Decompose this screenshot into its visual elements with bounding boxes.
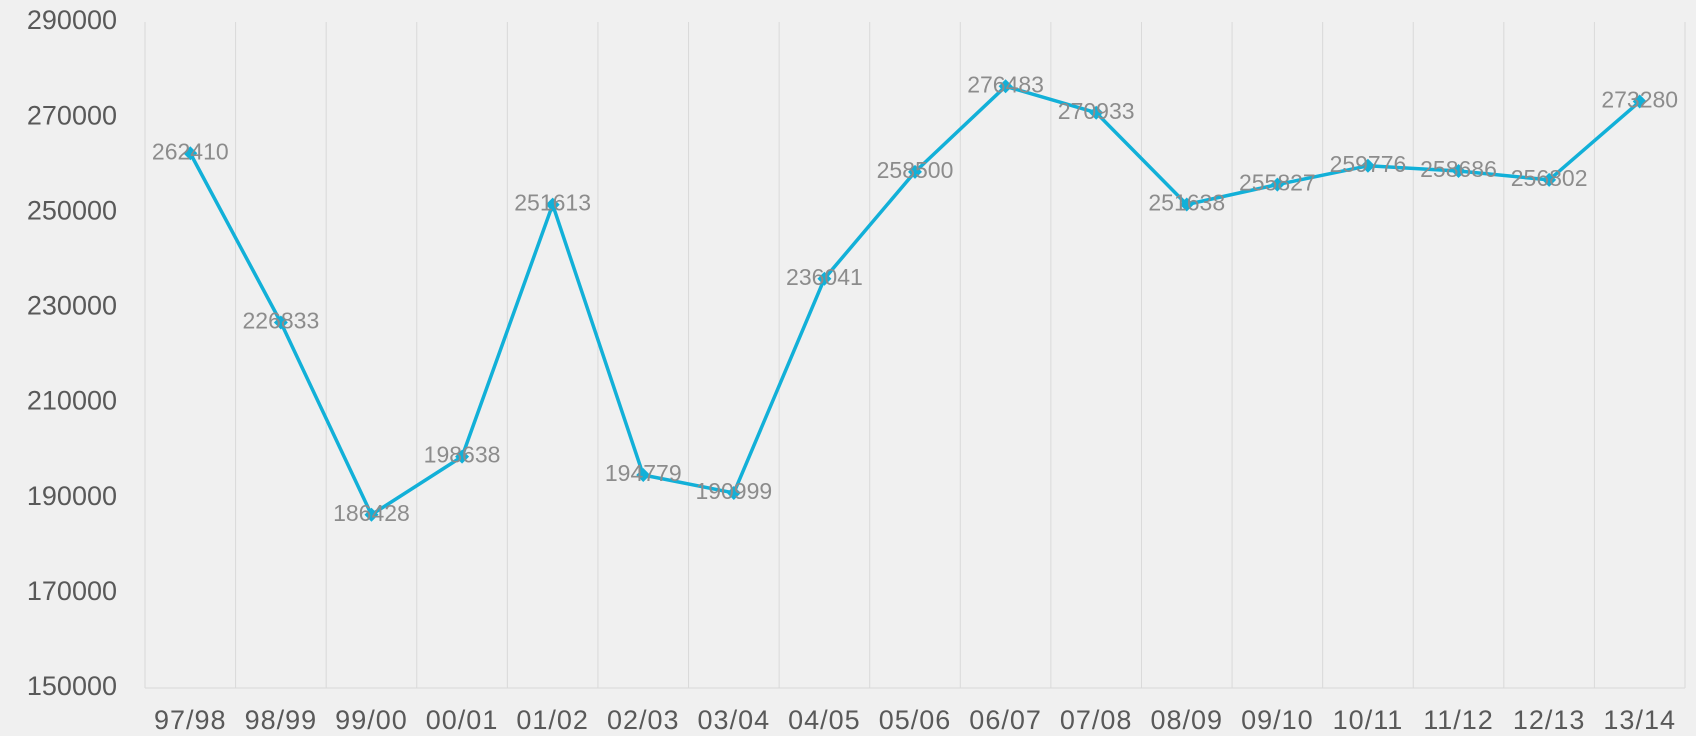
marker (364, 507, 379, 522)
marker (726, 485, 741, 500)
x-tick-label: 00/01 (426, 705, 499, 735)
marker (455, 449, 470, 464)
marker (636, 467, 651, 482)
y-tick-label: 190000 (27, 481, 117, 511)
marker (1270, 177, 1285, 192)
marker (545, 197, 560, 212)
marker (183, 146, 198, 161)
data-label: 270933 (1058, 98, 1135, 124)
y-tick-label: 270000 (27, 100, 117, 130)
marker (1360, 158, 1375, 173)
marker (998, 79, 1013, 94)
data-label: 259776 (1330, 151, 1407, 177)
data-label: 251638 (1148, 190, 1225, 216)
data-label: 186428 (333, 500, 410, 526)
x-tick-label: 06/07 (969, 705, 1042, 735)
data-label: 236041 (786, 264, 863, 290)
y-tick-label: 150000 (27, 671, 117, 701)
x-tick-label: 10/11 (1333, 705, 1404, 735)
x-tick-label: 04/05 (788, 705, 861, 735)
data-label: 198638 (424, 442, 501, 468)
marker (1179, 197, 1194, 212)
y-tick-label: 250000 (27, 195, 117, 225)
data-label: 276483 (967, 71, 1044, 97)
y-tick-label: 170000 (27, 576, 117, 606)
x-tick-label: 05/06 (879, 705, 952, 735)
x-tick-label: 09/10 (1241, 705, 1314, 735)
x-tick-label: 03/04 (698, 705, 771, 735)
marker (1632, 94, 1647, 109)
x-tick-label: 98/99 (245, 705, 318, 735)
marker (1089, 105, 1104, 120)
x-tick-label: 13/14 (1603, 705, 1676, 735)
marker (908, 164, 922, 179)
x-tick-label: 01/02 (516, 705, 589, 735)
data-label: 258686 (1420, 156, 1497, 182)
marker (273, 315, 288, 330)
data-label: 251613 (514, 190, 591, 216)
x-tick-label: 11/12 (1423, 705, 1494, 735)
data-label: 255827 (1239, 170, 1316, 196)
data-label: 190999 (695, 478, 772, 504)
y-tick-label: 230000 (27, 291, 117, 321)
x-tick-label: 99/00 (335, 705, 408, 735)
line (188, 84, 1641, 517)
x-tick-label: 97/98 (154, 705, 227, 735)
marker (1451, 163, 1466, 178)
marker (817, 271, 832, 286)
x-tick-label: 02/03 (607, 705, 680, 735)
data-label: 273280 (1601, 87, 1678, 113)
x-tick-label: 12/13 (1513, 705, 1586, 735)
marker (1542, 172, 1557, 187)
data-label: 258500 (877, 157, 954, 183)
y-tick-label: 210000 (27, 386, 117, 416)
data-label: 226833 (243, 308, 320, 334)
data-label: 194779 (605, 460, 682, 486)
y-tick-label: 290000 (27, 5, 117, 35)
data-label: 256802 (1511, 165, 1588, 191)
x-tick-label: 08/09 (1150, 705, 1223, 735)
x-tick-label: 07/08 (1060, 705, 1133, 735)
data-label: 262410 (152, 138, 229, 164)
